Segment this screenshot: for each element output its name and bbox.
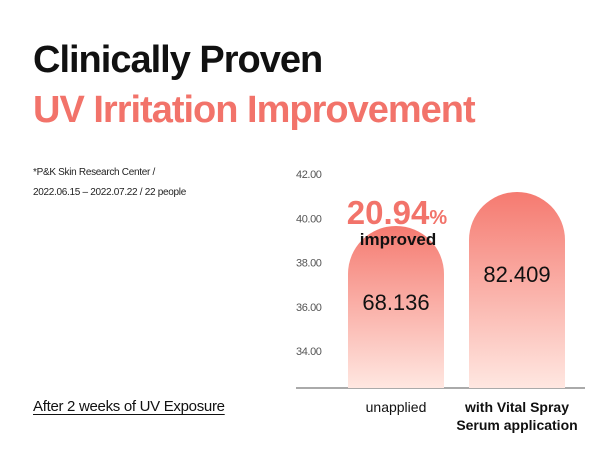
improvement-percent-sign: % [429,207,447,229]
bars: 68.136 unapplied 82.409 with Vital Spray Ser… [348,192,578,433]
bar-value-label: 82.409 [483,262,550,287]
y-tick-label: 42.00 [296,169,322,181]
y-tick-label: 40.00 [296,213,322,225]
category-label: Serum application [456,417,577,433]
page-title: Clinically Proven [33,39,323,81]
y-tick-label: 38.00 [296,258,322,270]
improvement-value: 20.94% [347,194,448,231]
improvement-label: improved [360,230,437,249]
bar [469,192,565,388]
page-subtitle: UV Irritation Improvement [33,89,476,131]
category-label: unapplied [366,399,427,415]
study-source: *P&K Skin Research Center / 2022.06.15 –… [33,163,186,203]
category-label: with Vital Spray [464,399,569,415]
y-axis: 34.00 36.00 38.00 40.00 42.00 [296,169,322,358]
source-line-1: *P&K Skin Research Center / [33,167,155,178]
improvement-percent: 20.94 [347,194,430,231]
bar [348,225,444,388]
y-tick-label: 36.00 [296,302,322,314]
improvement-callout: 20.94% improved [347,194,448,249]
source-line-2: 2022.06.15 – 2022.07.22 / 22 people [33,187,186,198]
bar-value-label: 68.136 [362,290,429,315]
y-tick-label: 34.00 [296,346,322,358]
exposure-footnote: After 2 weeks of UV Exposure [33,398,225,415]
